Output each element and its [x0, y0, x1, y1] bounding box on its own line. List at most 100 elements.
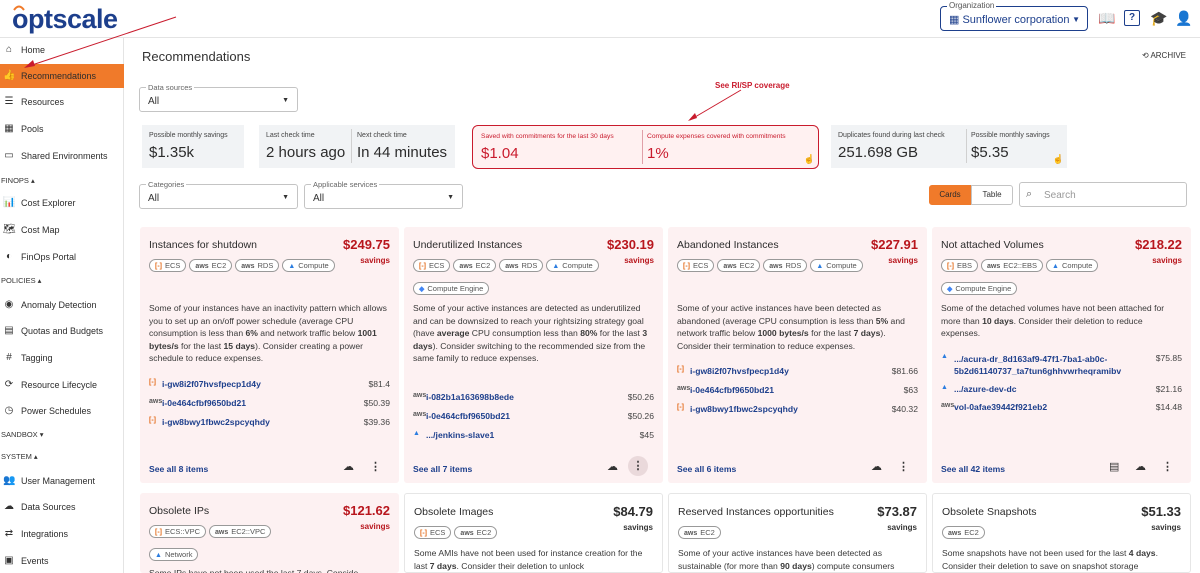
resource-name[interactable]: i-0e464cfbf9650bd21: [162, 398, 247, 408]
organization-select[interactable]: Organization ▦ Sunflower corporation ▼: [940, 1, 1088, 31]
resource-row[interactable]: [-] i-gw8bwy1fbwc2spcyqhdy $40.32: [677, 404, 918, 418]
resource-value: $50.26: [627, 411, 654, 421]
see-all-link[interactable]: See all 42 items: [941, 464, 1006, 474]
aws-icon: aws: [241, 263, 255, 270]
more-vert-icon[interactable]: ⋮: [628, 456, 648, 476]
profile-icon[interactable]: 👤: [1175, 10, 1193, 26]
cloud-download-icon[interactable]: ☁: [1135, 461, 1146, 473]
resource-name[interactable]: i-gw8bwy1fbwc2spcyqhdy: [162, 417, 270, 427]
cards-view-button[interactable]: Cards: [929, 185, 971, 205]
cloud-icon: ☁: [4, 501, 14, 512]
resource-name[interactable]: .../azure-dev-dc: [954, 384, 1017, 394]
sidebar-group-finops[interactable]: FINOPS ▴: [1, 176, 35, 185]
resource-name[interactable]: i-gw8bwy1fbwc2spcyqhdy: [690, 404, 798, 414]
sidebar-item-label: Cost Map: [21, 225, 60, 235]
resource-row[interactable]: [-] i-gw8i2f07hvsfpecp1d4y $81.66: [677, 366, 918, 380]
building-icon: ▦: [949, 14, 963, 26]
tag-label: Compute Engine: [955, 284, 1012, 293]
cloud-download-icon[interactable]: ☁: [343, 461, 354, 473]
organization-value: Sunflower corporation: [962, 14, 1070, 26]
cost-explorer-icon: 📊: [3, 197, 16, 208]
table-view-button[interactable]: Table: [971, 185, 1013, 205]
resource-name[interactable]: i-082b1a163698b8ede: [426, 392, 514, 402]
more-vert-icon[interactable]: ⋮: [1162, 461, 1173, 473]
sidebar-item-user-management[interactable]: 👥 User Management: [0, 469, 124, 493]
search-icon: ⌕: [1026, 188, 1033, 200]
data-sources-select[interactable]: Data sources All ▼: [139, 83, 298, 112]
document-icon[interactable]: ▤: [1109, 461, 1120, 473]
applicable-services-label: Applicable services: [311, 180, 380, 189]
cloud-download-icon[interactable]: ☁: [607, 461, 618, 473]
resource-row[interactable]: aws vol-0afae39442f921eb2 $14.48: [941, 402, 1182, 416]
help-icon[interactable]: ?: [1124, 10, 1140, 26]
sidebar-item-anomaly-detection[interactable]: ◉ Anomaly Detection: [0, 293, 124, 317]
archive-button[interactable]: ⟲ ARCHIVE: [1142, 51, 1186, 60]
alibaba-icon: [-]: [155, 263, 162, 270]
sidebar-item-integrations[interactable]: ⇄ Integrations: [0, 522, 124, 546]
resource-row[interactable]: [-] i-gw8bwy1fbwc2spcyqhdy $39.36: [149, 417, 390, 431]
tag-label: Network: [164, 550, 193, 559]
resource-row[interactable]: ▲ .../acura-dr_8d163af9-47f1-7ba1-ab0c-5b…: [941, 353, 1182, 379]
sidebar-item-resource-lifecycle[interactable]: ⟳ Resource Lifecycle: [0, 373, 124, 397]
sidebar-item-label: Integrations: [21, 529, 69, 539]
sidebar-item-pools[interactable]: ▦ Pools: [0, 117, 124, 141]
recommendation-card: Underutilized Instances $230.19 savings …: [404, 227, 663, 483]
sidebar-item-shared-environments[interactable]: ▭ Shared Environments: [0, 144, 124, 168]
card-description: Some of the detached volumes have not be…: [941, 303, 1165, 339]
sidebar-group-policies[interactable]: POLICIES ▴: [1, 276, 42, 285]
resource-row[interactable]: aws i-0e464cfbf9650bd21 $63: [677, 385, 918, 399]
resource-row[interactable]: aws i-082b1a163698b8ede $50.26: [413, 392, 654, 406]
sidebar-item-events[interactable]: ▣ Events: [0, 549, 124, 573]
sidebar-item-label: Cost Explorer: [21, 198, 76, 208]
see-all-link[interactable]: See all 7 items: [413, 464, 473, 474]
resource-name[interactable]: vol-0afae39442f921eb2: [954, 402, 1048, 412]
applicable-services-select[interactable]: Applicable services All ▼: [304, 180, 463, 209]
see-all-link[interactable]: See all 6 items: [677, 464, 737, 474]
card-amount: $73.87: [877, 504, 917, 519]
more-vert-icon[interactable]: ⋮: [370, 461, 381, 473]
sidebar-group-system[interactable]: SYSTEM ▴: [1, 452, 38, 461]
book-icon[interactable]: 📖: [1098, 10, 1116, 26]
resource-name[interactable]: i-0e464cfbf9650bd21: [690, 385, 775, 395]
sidebar-item-finops-portal[interactable]: ◐ FinOps Portal: [0, 245, 124, 269]
aws-icon: aws: [149, 398, 163, 405]
sidebar-item-recommendations[interactable]: 👍 Recommendations: [0, 64, 124, 88]
resource-row[interactable]: ▲ .../azure-dev-dc $21.16: [941, 384, 1182, 398]
resource-name[interactable]: i-gw8i2f07hvsfpecp1d4y: [690, 366, 789, 376]
azure-icon: ▲: [816, 263, 824, 270]
cloud-download-icon[interactable]: ☁: [871, 461, 882, 473]
optscale-logo[interactable]: optscale: [12, 4, 118, 34]
resource-name[interactable]: i-0e464cfbf9650bd21: [426, 411, 511, 421]
more-vert-icon[interactable]: ⋮: [898, 461, 909, 473]
sidebar-item-tagging[interactable]: # Tagging: [0, 346, 124, 370]
card-tags: [-] ECS aws EC2: [414, 522, 614, 545]
sidebar-item-data-sources[interactable]: ☁ Data Sources: [0, 495, 124, 519]
tag-label: EC2: [739, 261, 755, 270]
resource-name[interactable]: .../jenkins-slave1: [426, 430, 495, 440]
alibaba-icon: [-]: [420, 530, 427, 537]
aws-icon: aws: [459, 263, 473, 270]
resource-name[interactable]: .../acura-dr_8d163af9-47f1-7ba1-ab0c-5b2…: [954, 354, 1122, 376]
commitments-card[interactable]: Saved with commitments for the last 30 d…: [472, 125, 819, 169]
resource-row[interactable]: aws i-0e464cfbf9650bd21 $50.39: [149, 398, 390, 412]
resource-row[interactable]: ▲ .../jenkins-slave1 $45: [413, 430, 654, 444]
sidebar-item-quotas-and-budgets[interactable]: ▤ Quotas and Budgets: [0, 319, 124, 343]
sidebar-item-home[interactable]: ⌂ Home: [0, 38, 124, 62]
card-description: Some of your active instances have been …: [677, 303, 905, 351]
resource-value: $50.39: [363, 398, 390, 408]
card-savings-label: savings: [624, 256, 654, 265]
see-all-link[interactable]: See all 8 items: [149, 464, 209, 474]
service-tag: ◆ Compute Engine: [941, 282, 1018, 295]
search-input[interactable]: ⌕ Search: [1019, 182, 1187, 207]
categories-select[interactable]: Categories All ▼: [139, 180, 298, 209]
tag-label: Compute: [1061, 261, 1093, 270]
graduation-cap-icon[interactable]: 🎓: [1150, 10, 1168, 26]
resource-row[interactable]: [-] i-gw8i2f07hvsfpecp1d4y $81.4: [149, 379, 390, 393]
sidebar-group-sandbox[interactable]: SANDBOX ▾: [1, 430, 44, 439]
sidebar-item-power-schedules[interactable]: ◷ Power Schedules: [0, 399, 124, 423]
sidebar-item-cost-explorer[interactable]: 📊 Cost Explorer: [0, 191, 124, 215]
sidebar-item-resources[interactable]: ☰ Resources: [0, 90, 124, 114]
resource-row[interactable]: aws i-0e464cfbf9650bd21 $50.26: [413, 411, 654, 425]
resource-name[interactable]: i-gw8i2f07hvsfpecp1d4y: [162, 379, 261, 389]
sidebar-item-cost-map[interactable]: 🗺 Cost Map: [0, 218, 124, 242]
